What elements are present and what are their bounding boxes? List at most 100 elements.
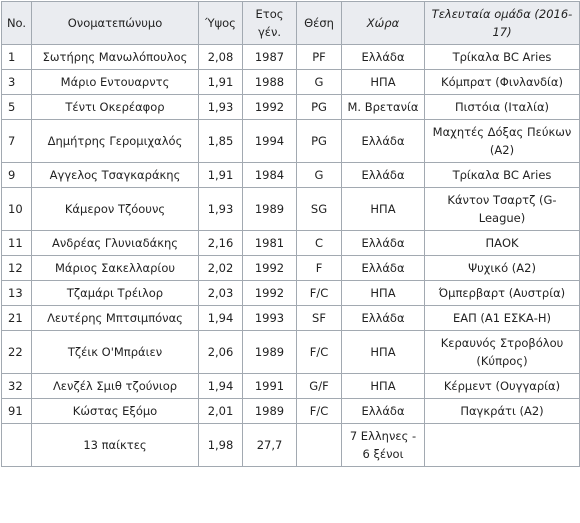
cell-position: F/C (296, 280, 342, 306)
col-header-year: Ετος γέν. (242, 1, 297, 45)
cell-number: 9 (1, 162, 32, 188)
cell-position: G (296, 69, 342, 95)
table-row: 12 Μάριος Σακελλαρίου 2,02 1992 F Ελλάδα Ψυχικ… (1, 255, 580, 281)
cell-birth-year: 1992 (242, 280, 297, 306)
cell-birth-year: 1989 (242, 330, 297, 374)
cell-height: 1,91 (198, 162, 243, 188)
cell-position: C (296, 230, 342, 256)
cell-country: ΗΠΑ (341, 280, 425, 306)
cell-last-team: Τρίκαλα BC Aries (424, 44, 580, 70)
cell-birth-year: 1992 (242, 94, 297, 120)
cell-last-team: Ψυχικό (Α2) (424, 255, 580, 281)
summary-cell-player-name: 13 παίκτες (31, 423, 199, 467)
cell-birth-year: 1992 (242, 255, 297, 281)
cell-position: F (296, 255, 342, 281)
cell-height: 2,06 (198, 330, 243, 374)
summary-cell-last-team (424, 423, 580, 467)
cell-number: 22 (1, 330, 32, 374)
cell-player-name: Αγγελος Τσαγκαράκης (31, 162, 199, 188)
summary-cell-position (296, 423, 342, 467)
cell-last-team: Κέρμεντ (Ουγγαρία) (424, 373, 580, 399)
cell-height: 2,01 (198, 398, 243, 424)
cell-player-name: Τζέικ Ο'Μπράιεν (31, 330, 199, 374)
cell-height: 2,16 (198, 230, 243, 256)
table-row: 7 Δημήτρης Γερομιχαλός 1,85 1994 PG Ελλάδα Μαχ… (1, 119, 580, 163)
cell-number: 5 (1, 94, 32, 120)
cell-last-team: Όμπερβαρτ (Αυστρία) (424, 280, 580, 306)
col-header-height: Ύψος (198, 1, 243, 45)
cell-country: Μ. Βρετανία (341, 94, 425, 120)
cell-last-team: ΠΑΟΚ (424, 230, 580, 256)
table-row: 5 Τέντι Οκερέαφορ 1,93 1992 PG Μ. Βρετανία Πισ… (1, 94, 580, 120)
cell-position: F/C (296, 398, 342, 424)
summary-cell-country: 7 Ελληνες - 6 ξένοι (341, 423, 425, 467)
cell-height: 1,91 (198, 69, 243, 95)
cell-position: SF (296, 305, 342, 331)
table-row: 1 Σωτήρης Μανωλόπουλος 2,08 1987 PF Ελλάδα Τρί… (1, 44, 580, 70)
summary-cell-number (1, 423, 32, 467)
cell-player-name: Κώστας Εξόμο (31, 398, 199, 424)
header-row: No. Ονοματεπώνυμο Ύψος Ετος γέν. Θέση Χώρα Τελ… (1, 1, 580, 45)
cell-height: 1,85 (198, 119, 243, 163)
cell-last-team: Κόμπρατ (Φινλανδία) (424, 69, 580, 95)
cell-birth-year: 1994 (242, 119, 297, 163)
cell-birth-year: 1989 (242, 187, 297, 231)
cell-last-team: ΕΑΠ (Α1 ΕΣΚΑ-Η) (424, 305, 580, 331)
cell-player-name: Λενζέλ Σμιθ τζούνιορ (31, 373, 199, 399)
col-header-country: Χώρα (341, 1, 425, 45)
cell-birth-year: 1987 (242, 44, 297, 70)
cell-birth-year: 1988 (242, 69, 297, 95)
cell-height: 2,03 (198, 280, 243, 306)
summary-cell-height: 1,98 (198, 423, 243, 467)
cell-position: PG (296, 119, 342, 163)
cell-birth-year: 1989 (242, 398, 297, 424)
cell-player-name: Ανδρέας Γλυνιαδάκης (31, 230, 199, 256)
cell-position: PF (296, 44, 342, 70)
cell-number: 12 (1, 255, 32, 281)
cell-number: 11 (1, 230, 32, 256)
cell-number: 91 (1, 398, 32, 424)
cell-player-name: Δημήτρης Γερομιχαλός (31, 119, 199, 163)
cell-player-name: Λευτέρης Μπτσιμπόνας (31, 305, 199, 331)
cell-position: G/F (296, 373, 342, 399)
cell-country: Ελλάδα (341, 230, 425, 256)
table-row: 10 Κάμερον Τζόουνς 1,93 1989 SG ΗΠΑ Κάντον Τσα… (1, 187, 580, 231)
cell-player-name: Τζαμάρι Τρέιλορ (31, 280, 199, 306)
col-header-no: No. (1, 1, 32, 45)
cell-height: 1,93 (198, 187, 243, 231)
cell-position: SG (296, 187, 342, 231)
cell-number: 10 (1, 187, 32, 231)
cell-number: 13 (1, 280, 32, 306)
cell-country: Ελλάδα (341, 119, 425, 163)
cell-position: G (296, 162, 342, 188)
cell-birth-year: 1981 (242, 230, 297, 256)
col-header-last-team: Τελευταία ομάδα (2016-17) (424, 1, 580, 45)
cell-last-team: Πιστόια (Ιταλία) (424, 94, 580, 120)
cell-number: 7 (1, 119, 32, 163)
cell-height: 2,08 (198, 44, 243, 70)
table-row: 9 Αγγελος Τσαγκαράκης 1,91 1984 G Ελλάδα Τρίκα… (1, 162, 580, 188)
cell-position: PG (296, 94, 342, 120)
roster-table: No. Ονοματεπώνυμο Ύψος Ετος γέν. Θέση Χώρα Τελ… (1, 1, 580, 467)
summary-cell-birth-year: 27,7 (242, 423, 297, 467)
cell-number: 21 (1, 305, 32, 331)
cell-birth-year: 1991 (242, 373, 297, 399)
cell-last-team: Μαχητές Δόξας Πεύκων (Α2) (424, 119, 580, 163)
cell-height: 1,93 (198, 94, 243, 120)
cell-player-name: Κάμερον Τζόουνς (31, 187, 199, 231)
table-row: 13 Τζαμάρι Τρέιλορ 2,03 1992 F/C ΗΠΑ Όμπερβαρτ… (1, 280, 580, 306)
cell-number: 32 (1, 373, 32, 399)
cell-height: 2,02 (198, 255, 243, 281)
cell-country: Ελλάδα (341, 398, 425, 424)
table-row: 22 Τζέικ Ο'Μπράιεν 2,06 1989 F/C ΗΠΑ Κεραυνός … (1, 330, 580, 374)
table-row: 32 Λενζέλ Σμιθ τζούνιορ 1,94 1991 G/F ΗΠΑ Κέρμ… (1, 373, 580, 399)
cell-birth-year: 1993 (242, 305, 297, 331)
summary-row: 13 παίκτες 1,98 27,7 7 Ελληνες - 6 ξένοι (1, 423, 580, 467)
table-row: 91 Κώστας Εξόμο 2,01 1989 F/C Ελλάδα Παγκράτι … (1, 398, 580, 424)
cell-number: 3 (1, 69, 32, 95)
cell-country: Ελλάδα (341, 305, 425, 331)
cell-number: 1 (1, 44, 32, 70)
cell-player-name: Μάριος Σακελλαρίου (31, 255, 199, 281)
cell-last-team: Κάντον Τσαρτζ (G-League) (424, 187, 580, 231)
cell-last-team: Τρίκαλα BC Aries (424, 162, 580, 188)
